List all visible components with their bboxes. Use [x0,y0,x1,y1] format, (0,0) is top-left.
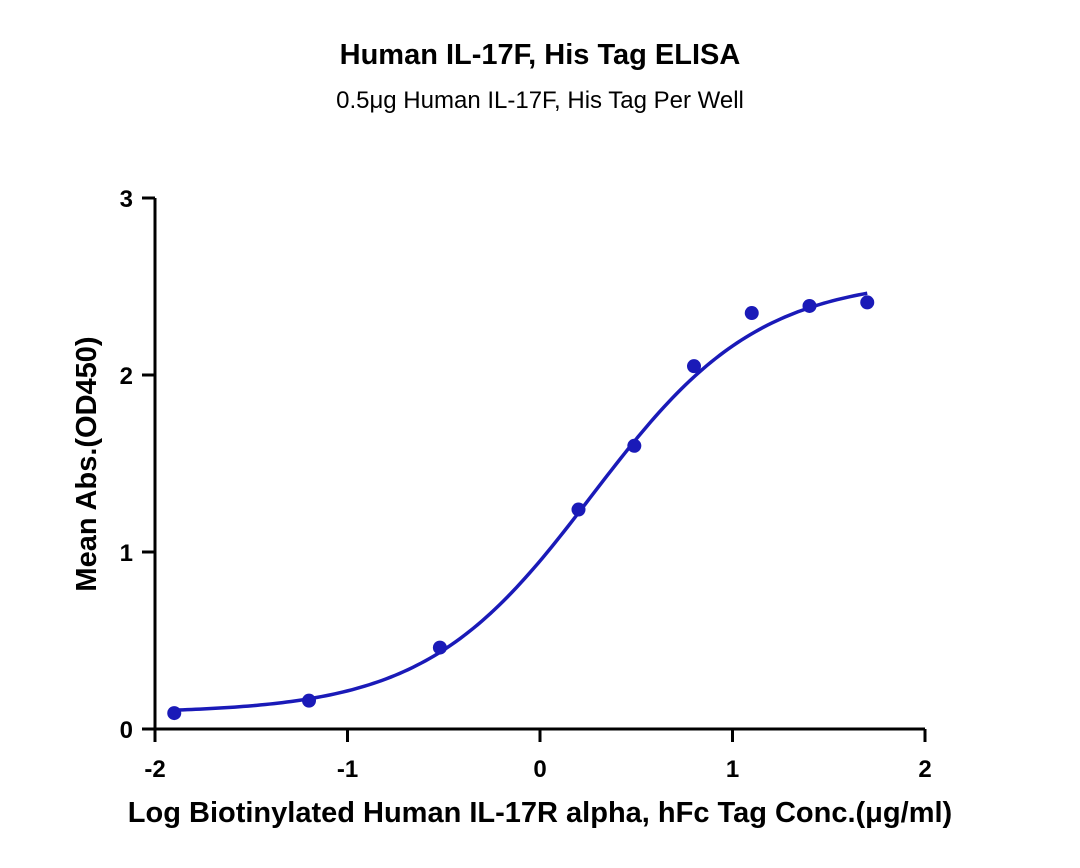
data-point [432,640,447,655]
chart-title: Human IL-17F, His Tag ELISA [340,39,741,71]
x-tick-label: -1 [337,756,358,783]
data-point [687,359,701,374]
y-tick-label: 2 [120,363,133,390]
y-tick-label: 1 [120,540,133,567]
data-point [860,295,875,310]
y-tick-label: 0 [120,717,133,744]
x-tick-label: 0 [533,756,546,783]
data-point [167,706,182,721]
x-tick-label: -2 [144,756,165,783]
data-point [627,438,642,453]
data-point [302,693,316,708]
data-point [571,502,586,517]
x-ticks: -2 -1 0 1 2 [144,729,932,783]
data-point [744,306,759,321]
x-tick-label: 1 [726,756,739,783]
x-axis-label: Log Biotinylated Human IL-17R alpha, hFc… [128,797,952,829]
chart-subtitle: 0.5μg Human IL-17F, His Tag Per Well [336,87,744,114]
data-points [167,295,875,721]
y-axis-label: Mean Abs.(OD450) [71,336,103,591]
plot-area: 0 1 2 3 -2 -1 0 1 2 [120,186,932,783]
y-tick-label: 3 [120,186,133,213]
data-point [802,298,817,313]
x-tick-label: 2 [918,756,931,783]
y-ticks: 0 1 2 3 [120,186,155,744]
fit-curve [174,291,868,712]
